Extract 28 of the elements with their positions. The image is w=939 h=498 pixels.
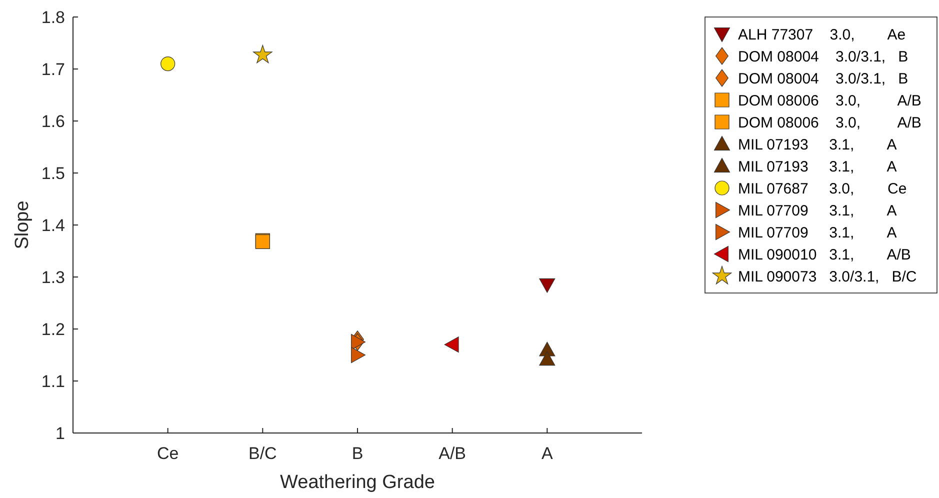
legend-label: DOM 08006 3.0, A/B: [738, 92, 922, 110]
y-tick-label: 1: [56, 424, 65, 443]
y-tick-label: 1.1: [41, 372, 65, 391]
y-tick-label: 1.3: [41, 268, 65, 287]
x-tick-label: B: [352, 444, 364, 463]
legend-label: MIL 090073 3.0/3.1, B/C: [738, 268, 917, 286]
y-tick-label: 1.6: [41, 112, 65, 131]
x-axis-title: Weathering Grade: [280, 472, 435, 493]
legend-label: DOM 08004 3.0/3.1, B: [738, 70, 908, 88]
legend-label: MIL 07709 3.1, A: [738, 202, 897, 220]
legend-label: MIL 07687 3.0, Ce: [738, 180, 907, 198]
y-tick-label: 1.8: [41, 8, 65, 27]
y-tick-label: 1.7: [41, 60, 65, 79]
legend-label: MIL 07193 3.1, A: [738, 136, 897, 154]
y-tick-label: 1.4: [41, 216, 65, 235]
legend-label: MIL 090010 3.1, A/B: [738, 246, 911, 264]
x-tick-label: B/C: [248, 444, 277, 463]
x-tick-label: A: [541, 444, 554, 463]
legend-label: MIL 07709 3.1, A: [738, 224, 897, 242]
y-tick-label: 1.5: [41, 164, 65, 183]
x-tick-label: A/B: [438, 444, 466, 463]
legend-label: ALH 77307 3.0, Ae: [738, 26, 906, 44]
legend-label: MIL 07193 3.1, A: [738, 158, 897, 176]
legend-label: DOM 08004 3.0/3.1, B: [738, 48, 908, 66]
y-axis-title: Slope: [12, 200, 33, 250]
legend-label: DOM 08006 3.0, A/B: [738, 114, 922, 132]
x-tick-label: Ce: [156, 444, 179, 463]
y-tick-label: 1.2: [41, 320, 65, 339]
